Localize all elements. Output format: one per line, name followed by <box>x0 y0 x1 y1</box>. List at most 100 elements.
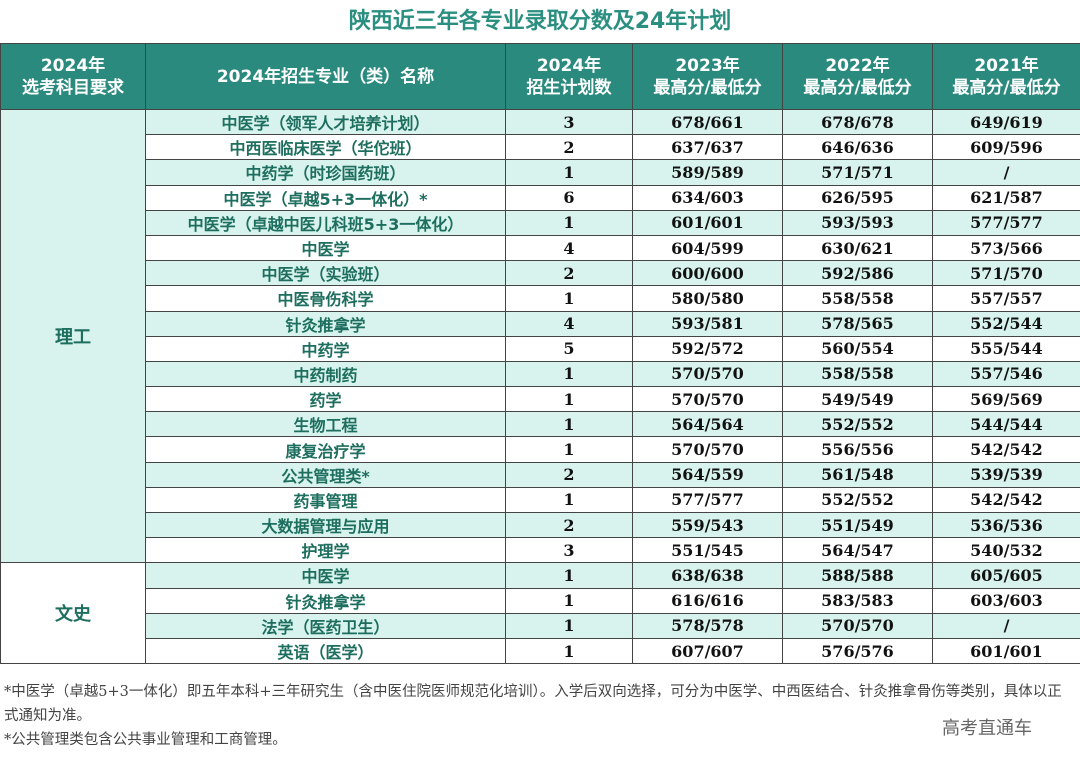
score-2023: 551/545 <box>632 537 783 564</box>
major-name: 法学（医药卫生） <box>145 612 506 639</box>
column-header: 2024年 选考科目要求 <box>0 43 146 110</box>
score-2021: / <box>932 159 1080 186</box>
column-header-line: 选考科目要求 <box>22 77 124 98</box>
plan-count: 5 <box>505 335 633 362</box>
score-2021: 557/557 <box>932 285 1080 312</box>
score-2022: 630/621 <box>782 234 933 262</box>
column-header: 2024年招生专业（类）名称 <box>145 43 506 110</box>
table-row: 英语（医学） 1 607/607 576/576 601/601 <box>1 637 1080 665</box>
plan-count: 6 <box>505 184 633 211</box>
score-2023: 601/601 <box>632 209 783 236</box>
score-2022: 552/552 <box>782 486 933 514</box>
score-2021: 603/603 <box>932 587 1080 614</box>
score-2022: 570/570 <box>782 612 933 639</box>
column-header: 2023年 最高分/最低分 <box>632 43 783 110</box>
table-row: 药学 1 570/570 549/549 569/569 <box>1 386 1080 413</box>
table-row: 针灸推拿学 1 616/616 583/583 603/603 <box>1 587 1080 614</box>
score-2022: 593/593 <box>782 209 933 236</box>
score-2023: 564/559 <box>632 461 783 488</box>
major-name: 针灸推拿学 <box>145 587 506 614</box>
major-name: 中医学 <box>145 234 506 262</box>
table-row: 康复治疗学 1 570/570 556/556 542/542 <box>1 436 1080 463</box>
table-row: 中医学（实验班） 2 600/600 592/586 571/570 <box>1 260 1080 287</box>
score-2023: 637/637 <box>632 134 783 161</box>
table-row: 中医学 4 604/599 630/621 573/566 <box>1 234 1080 262</box>
plan-count: 1 <box>505 637 633 665</box>
major-name: 药学 <box>145 386 506 413</box>
plan-count: 1 <box>505 159 633 186</box>
major-name: 康复治疗学 <box>145 436 506 463</box>
score-2022: 556/556 <box>782 436 933 463</box>
score-2021: / <box>932 612 1080 639</box>
score-2021: 573/566 <box>932 234 1080 262</box>
major-name: 中药学 <box>145 335 506 362</box>
major-name: 护理学 <box>145 537 506 564</box>
column-header-line: 2021年 <box>974 55 1039 76</box>
score-2021: 601/601 <box>932 637 1080 665</box>
column-header-line: 2024年招生专业（类）名称 <box>216 66 435 87</box>
table-row: 中药制药 1 570/570 558/558 557/546 <box>1 360 1080 388</box>
score-2021: 542/542 <box>932 436 1080 463</box>
score-2022: 592/586 <box>782 260 933 287</box>
major-name: 中医学（领军人才培养计划） <box>145 108 506 136</box>
plan-count: 2 <box>505 134 633 161</box>
subject-group: 文史 <box>0 562 146 665</box>
plan-count: 1 <box>505 285 633 312</box>
score-2021: 539/539 <box>932 461 1080 488</box>
admission-table: 2024年 选考科目要求 2024年招生专业（类）名称 2024年 招生计划数 2023年… <box>0 43 1080 665</box>
score-2023: 564/564 <box>632 411 783 438</box>
table-row: 中西医临床医学（华佗班） 2 637/637 646/636 609/596 <box>1 134 1080 161</box>
major-name: 中医学（实验班） <box>145 260 506 287</box>
table-row: 文史 中医学 1 638/638 588/588 605/605 <box>0 562 1080 665</box>
score-2021: 621/587 <box>932 184 1080 211</box>
table-row: 护理学 3 551/545 564/547 540/532 <box>1 537 1080 564</box>
column-header-line: 2024年 <box>536 55 602 76</box>
plan-count: 1 <box>505 562 633 589</box>
table-row: 针灸推拿学 4 593/581 578/565 552/544 <box>1 310 1080 337</box>
footnote: *中医学（卓越5+3一体化）即五年本科+三年研究生（含中医住院医师规范化培训）。… <box>4 684 1062 724</box>
major-name: 中西医临床医学（华佗班） <box>145 134 506 161</box>
subject-group: 理工 <box>0 108 146 564</box>
plan-count: 1 <box>505 411 633 438</box>
major-name: 药事管理 <box>145 486 506 514</box>
table-row: 理工 中医学（领军人才培养计划） 3 678/661 678/678 649/619 <box>0 108 1080 564</box>
score-2023: 604/599 <box>632 234 783 262</box>
score-2021: 536/536 <box>932 511 1080 539</box>
score-2021: 555/544 <box>932 335 1080 362</box>
score-2021: 540/532 <box>932 537 1080 564</box>
plan-count: 1 <box>505 436 633 463</box>
table-row: 中医学（卓越5+3一体化）* 6 634/603 626/595 621/587 <box>1 184 1080 211</box>
score-2021: 577/577 <box>932 209 1080 236</box>
score-2022: 571/571 <box>782 159 933 186</box>
score-2021: 609/596 <box>932 134 1080 161</box>
score-2022: 560/554 <box>782 335 933 362</box>
score-2023: 616/616 <box>632 587 783 614</box>
score-2023: 592/572 <box>632 335 783 362</box>
table-row: 药事管理 1 577/577 552/552 542/542 <box>1 486 1080 514</box>
column-header-line: 2024年 <box>40 55 106 76</box>
score-2022: 678/678 <box>782 108 933 136</box>
score-2023: 578/578 <box>632 612 783 639</box>
score-2022: 551/549 <box>782 511 933 539</box>
score-2021: 542/542 <box>932 486 1080 514</box>
score-2022: 626/595 <box>782 184 933 211</box>
plan-count: 1 <box>505 486 633 514</box>
score-2022: 588/588 <box>782 562 933 589</box>
score-2022: 561/548 <box>782 461 933 488</box>
major-name: 中药学（时珍国药班） <box>145 159 506 186</box>
score-2022: 576/576 <box>782 637 933 665</box>
score-2023: 593/581 <box>632 310 783 337</box>
score-2021: 649/619 <box>932 108 1080 136</box>
score-2023: 577/577 <box>632 486 783 514</box>
header-row: 2024年 选考科目要求 2024年招生专业（类）名称 2024年 招生计划数 2023年… <box>0 43 1080 110</box>
score-2023: 678/661 <box>632 108 783 136</box>
plan-count: 4 <box>505 310 633 337</box>
major-name: 英语（医学） <box>145 637 506 665</box>
plan-count: 2 <box>505 511 633 539</box>
column-header-line: 最高分/最低分 <box>803 77 912 98</box>
table-row: 中药学（时珍国药班） 1 589/589 571/571/ <box>1 159 1080 186</box>
major-name: 公共管理类* <box>145 461 506 488</box>
score-2021: 569/569 <box>932 386 1080 413</box>
table-row: 中医骨伤科学 1 580/580 558/558 557/557 <box>1 285 1080 312</box>
score-2023: 570/570 <box>632 386 783 413</box>
